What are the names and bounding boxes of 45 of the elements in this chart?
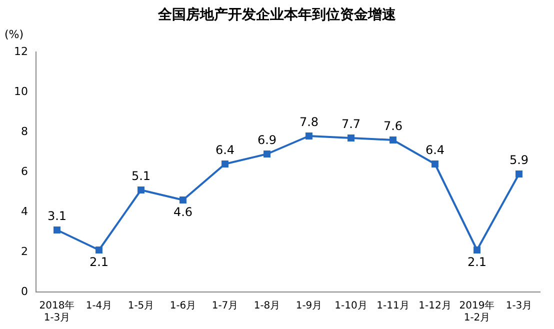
point (138, 186, 144, 194)
data-label: 7.6 (383, 119, 403, 134)
y-tick-label: 0 (20, 284, 28, 298)
x-tick-label: 1-11月 (376, 300, 410, 312)
x-tick-label: 2018年 1-3月 (39, 300, 75, 324)
point (348, 134, 354, 142)
data-label: 6.9 (257, 133, 277, 148)
point (222, 160, 228, 168)
x-tick-label: 1-6月 (170, 300, 196, 312)
data-label: 4.6 (173, 205, 193, 220)
data-label: 5.9 (509, 153, 529, 168)
y-tick-label: 8 (20, 124, 28, 138)
point (264, 150, 270, 158)
x-tick-label: 1-8月 (254, 300, 280, 312)
point (474, 246, 480, 254)
x-tick-label: 1-3月 (506, 300, 532, 312)
point (96, 246, 102, 254)
x-tick-label: 1-12月 (418, 300, 452, 312)
data-label: 2.1 (467, 255, 487, 270)
data-label: 6.4 (215, 143, 235, 158)
x-tick-label: 1-10月 (334, 300, 368, 312)
x-tick-label: 1-4月 (86, 300, 112, 312)
point (390, 136, 396, 144)
x-tick-label: 2019年 1-2月 (459, 300, 495, 324)
point (432, 160, 438, 168)
y-axis-title: (%) (4, 28, 24, 41)
data-label: 6.4 (425, 143, 445, 158)
data-label: 7.7 (341, 117, 361, 132)
y-tick-label: 10 (14, 84, 28, 98)
y-tick-label: 6 (20, 164, 28, 178)
data-label: 5.1 (131, 169, 151, 184)
data-label: 2.1 (89, 255, 109, 270)
x-tick-label: 1-5月 (128, 300, 154, 312)
chart-title: 全国房地产开发企业本年到位资金增速 (157, 6, 397, 24)
x-tick-label: 1-7月 (212, 300, 238, 312)
data-label: 7.8 (299, 115, 319, 130)
data-label: 3.1 (47, 209, 67, 224)
x-tick-label: 1-9月 (296, 300, 322, 312)
y-tick-label: 12 (14, 44, 28, 58)
point (54, 226, 60, 234)
point (180, 196, 186, 204)
point (306, 132, 312, 140)
point (516, 170, 522, 178)
y-tick-label: 2 (20, 244, 28, 258)
y-tick-label: 4 (20, 204, 28, 218)
